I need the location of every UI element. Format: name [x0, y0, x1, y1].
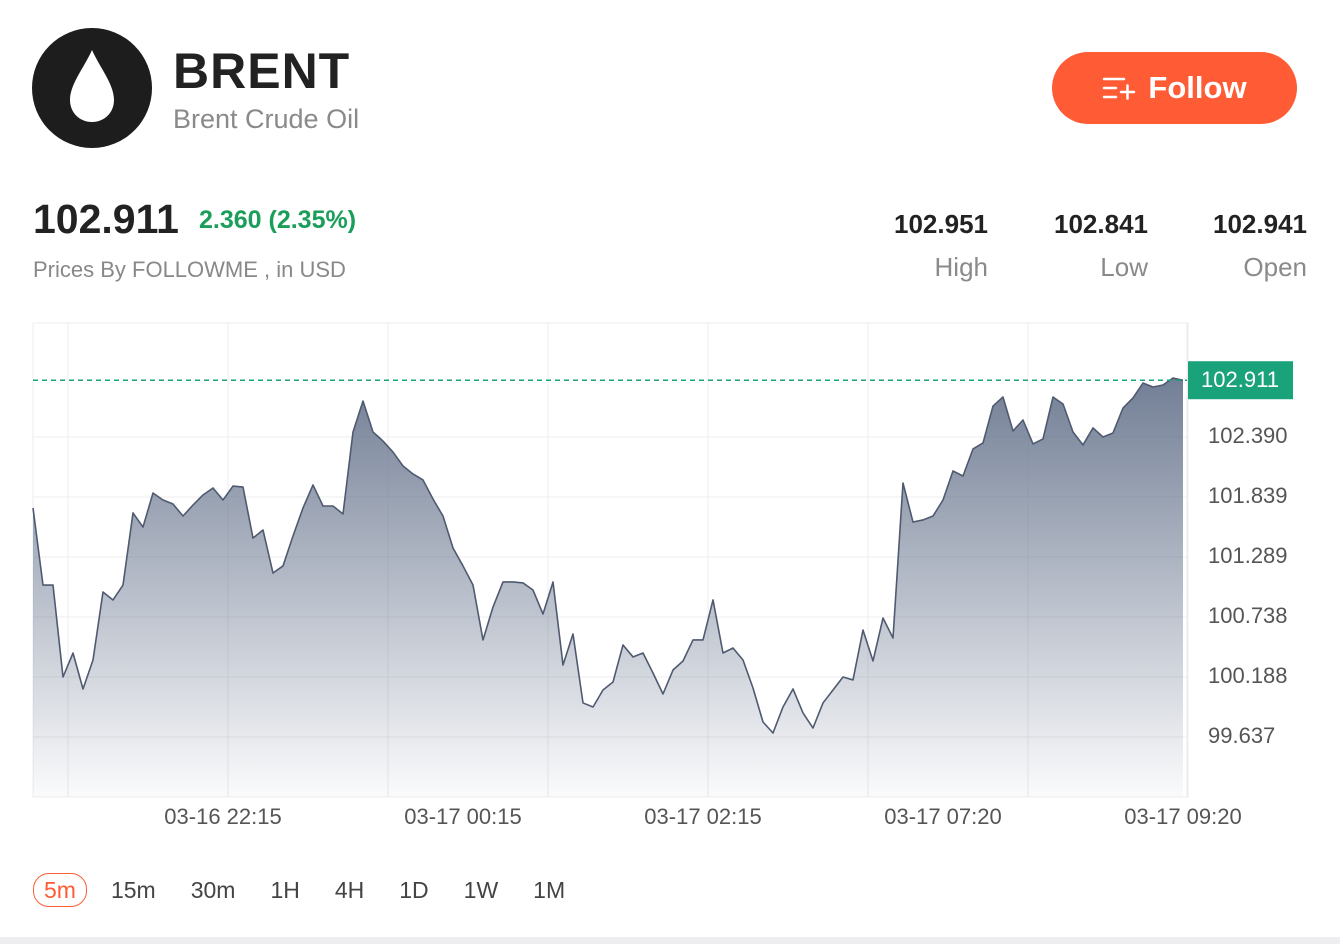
symbol-icon	[32, 28, 152, 148]
instrument-name: Brent Crude Oil	[173, 104, 360, 134]
x-tick-label: 03-16 22:15	[164, 804, 281, 829]
y-tick-label: 100.188	[1208, 663, 1288, 688]
timeframe-button[interactable]: 5m	[33, 873, 87, 907]
price-change: 2.360 (2.35%)	[199, 206, 357, 234]
y-tick-label: 101.839	[1208, 483, 1288, 508]
y-tick-label: 102.390	[1208, 423, 1288, 448]
x-tick-label: 03-17 02:15	[644, 804, 761, 829]
stat-label: High	[934, 252, 988, 282]
follow-icon	[1103, 77, 1136, 100]
timeframe-bar: 5m 15m 30m 1H 4H 1D 1W 1M	[33, 873, 589, 907]
timeframe-button[interactable]: 1W	[463, 877, 499, 903]
y-tick-label: 101.289	[1208, 543, 1288, 568]
last-price-tag	[1188, 361, 1293, 400]
price-area	[33, 378, 1183, 797]
symbol: BRENT	[173, 43, 351, 99]
timeframe-button[interactable]: 1H	[270, 877, 300, 903]
stat-label: Open	[1243, 252, 1307, 282]
follow-label: Follow	[1148, 70, 1247, 105]
y-tick-label: 100.738	[1208, 603, 1288, 628]
bottom-bar	[0, 937, 1340, 944]
x-tick-label: 03-17 07:20	[884, 804, 1001, 829]
price-line	[32, 377, 1184, 734]
chart: 102.390 101.839 101.289 100.738 100.188 99.63…	[32, 322, 1293, 829]
timeframe-button[interactable]: 15m	[110, 877, 156, 903]
last-price-label: 102.911	[1201, 367, 1279, 392]
stat-value: 102.841	[1054, 209, 1148, 239]
stat-value: 102.951	[894, 209, 988, 239]
x-tick-label: 03-17 09:20	[1124, 804, 1241, 829]
price: 102.911	[33, 196, 179, 242]
y-tick-label: 99.637	[1208, 723, 1275, 748]
timeframe-button[interactable]: 1D	[399, 877, 429, 903]
timeframe-button[interactable]: 1M	[533, 877, 566, 903]
timeframe-button[interactable]: 30m	[190, 877, 236, 903]
follow-button[interactable]: Follow	[1052, 52, 1297, 124]
price-source: Prices By FOLLOWME , in USD	[33, 257, 346, 282]
timeframe-button[interactable]: 4H	[334, 877, 365, 903]
stat-value: 102.941	[1213, 209, 1307, 239]
stat-label: Low	[1100, 252, 1148, 282]
x-tick-label: 03-17 00:15	[404, 804, 521, 829]
